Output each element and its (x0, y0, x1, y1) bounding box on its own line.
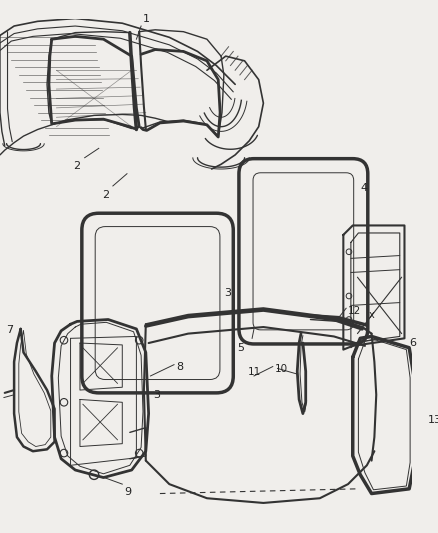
Text: 13: 13 (428, 415, 438, 425)
Text: 11: 11 (248, 367, 261, 376)
Text: 2: 2 (74, 161, 81, 172)
Text: 5: 5 (237, 343, 244, 353)
Text: 6: 6 (409, 338, 416, 349)
Text: 3: 3 (224, 288, 231, 298)
Text: 7: 7 (6, 325, 13, 335)
Text: 12: 12 (348, 306, 361, 317)
Text: 3: 3 (154, 390, 161, 400)
Text: 10: 10 (275, 364, 288, 374)
Text: x: x (369, 310, 374, 320)
Text: 9: 9 (124, 487, 131, 497)
Text: 2: 2 (102, 190, 109, 200)
Text: 4: 4 (360, 183, 367, 193)
Text: 8: 8 (176, 362, 183, 372)
Text: 1: 1 (143, 14, 150, 24)
